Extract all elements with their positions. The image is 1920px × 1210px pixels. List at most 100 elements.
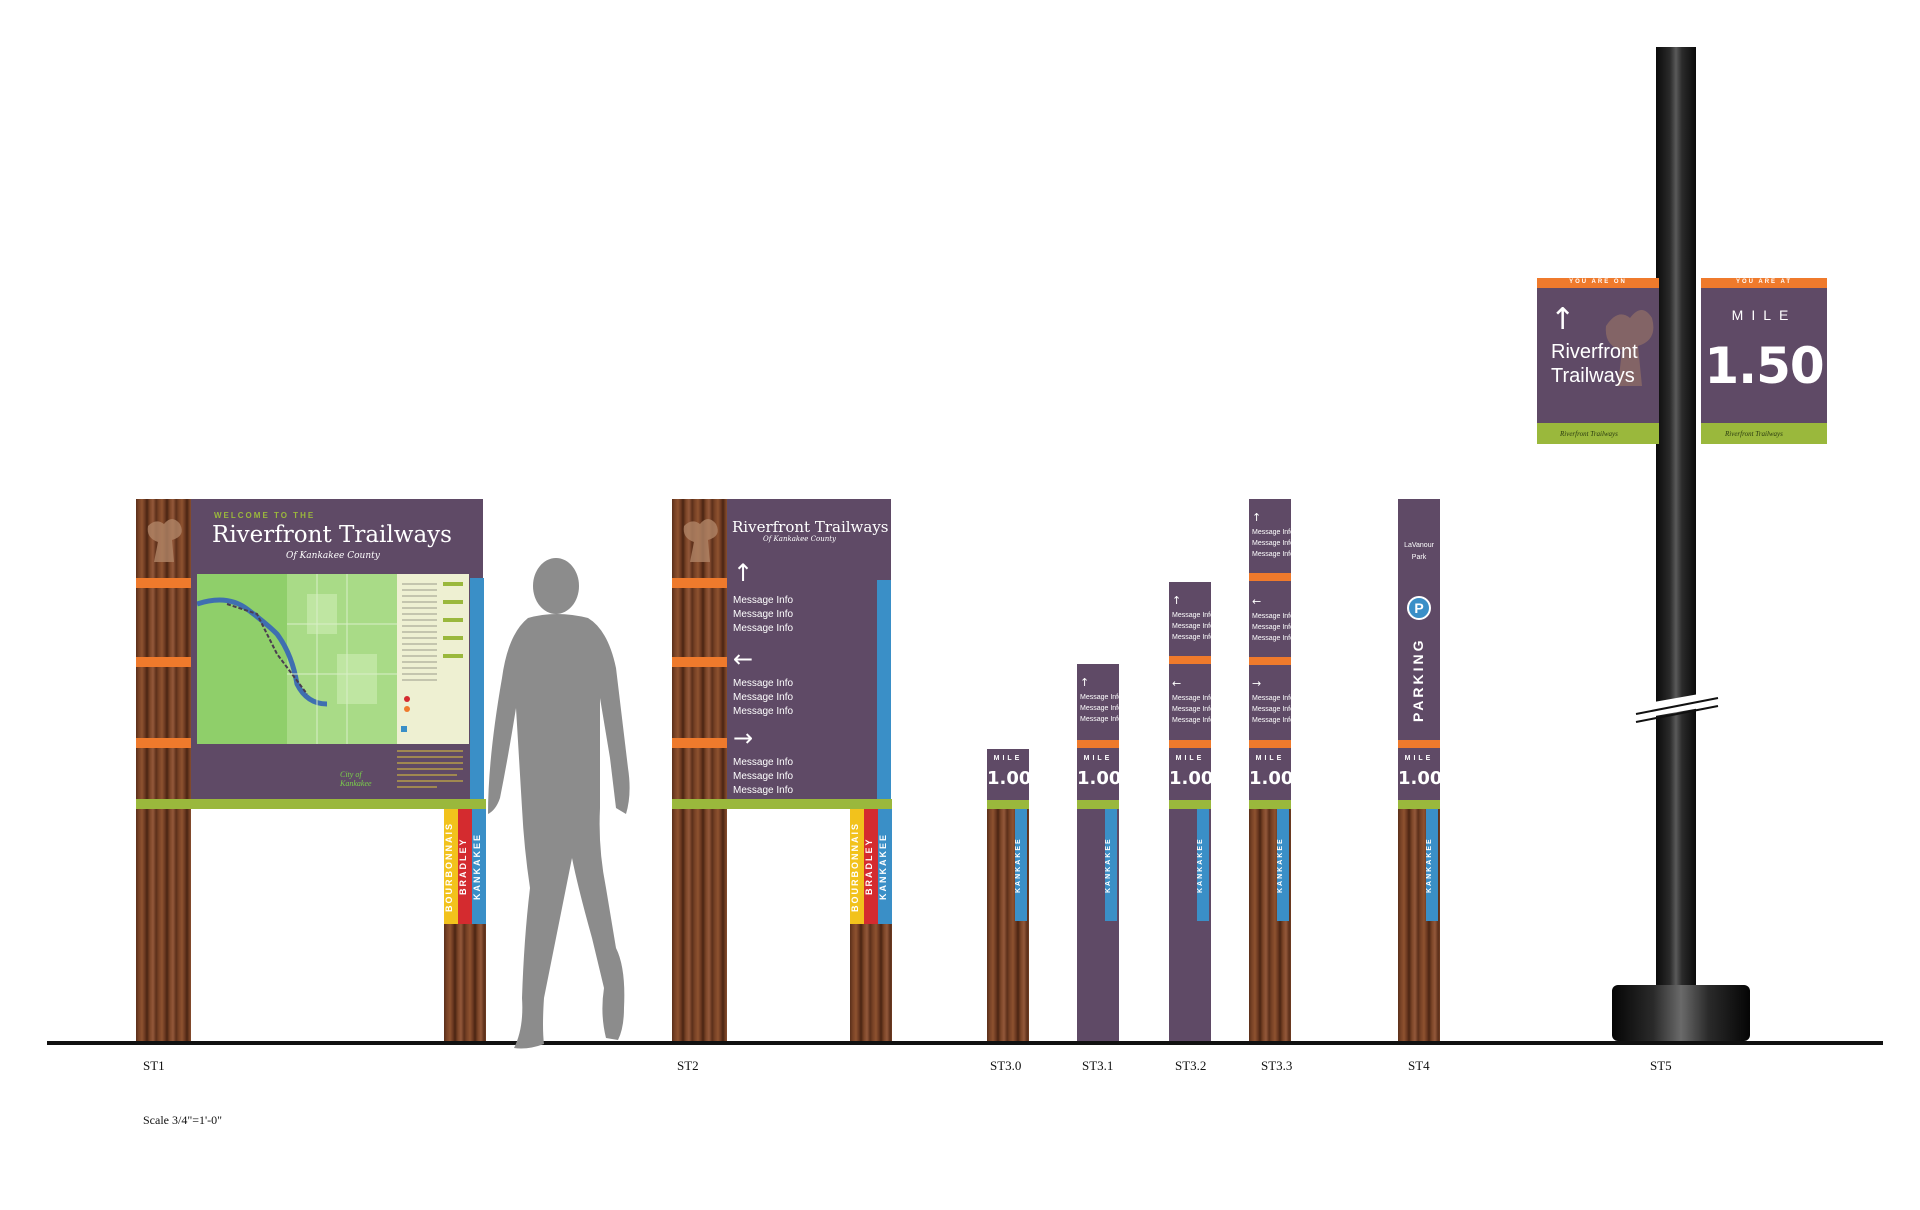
st5-left-banner: [1537, 278, 1659, 444]
st31-band-label: KANKAKEE: [1105, 837, 1112, 893]
arrow-left-icon: ←: [1172, 677, 1182, 690]
st33-msg-4: Message Info: [1252, 613, 1295, 620]
st33-msg-2: Message Info: [1252, 540, 1295, 547]
arrow-up-icon: ↑: [1172, 594, 1182, 607]
st2-msg-3b: Message Info: [733, 771, 794, 782]
st32-msg-6: Message Info: [1172, 717, 1215, 724]
ground-line: [47, 1041, 1883, 1045]
st32-mile-word: MILE: [1175, 755, 1205, 762]
label-st1: ST1: [143, 1058, 165, 1073]
arrow-up-icon: ↑: [1252, 511, 1262, 524]
st1-body-text-block: [397, 747, 467, 791]
st4-place-line1: LaVanour: [1404, 542, 1434, 549]
st2-panel-side-strip: [877, 580, 891, 799]
arrow-up-icon: ↑: [1550, 302, 1576, 337]
st32-mile-value: 1.00: [1169, 768, 1214, 789]
st2-msg-1c: Message Info: [733, 623, 794, 634]
parking-symbol: P: [1414, 600, 1424, 616]
st5-left-header-text: YOU ARE ON: [1569, 279, 1627, 285]
arrow-right-icon: →: [733, 724, 754, 752]
st4-parking-word: PARKING: [1410, 637, 1426, 723]
st2-footer-logo: [852, 800, 882, 808]
st5-right-header-text: YOU ARE AT: [1735, 279, 1793, 285]
arrow-left-icon: ←: [733, 645, 754, 673]
st2-panel: [727, 499, 891, 799]
st4-green-band: [1398, 800, 1440, 809]
st30-band-kankakee: KANKAKEE: [1015, 809, 1027, 921]
st4-place-line2: Park: [1411, 554, 1427, 561]
st4-band-label: KANKAKEE: [1426, 837, 1433, 893]
st5-left-footer-logo: Riverfront Trailways: [1560, 430, 1618, 438]
st32-msg-2: Message Info: [1172, 623, 1215, 630]
st5-left-title-line2: Trailways: [1551, 365, 1635, 387]
st30-band-label: KANKAKEE: [1015, 837, 1022, 893]
st31-band-kankakee: KANKAKEE: [1105, 809, 1117, 921]
st2-band-label-kankakee: KANKAKEE: [878, 833, 888, 901]
st1-left-post: [136, 499, 191, 1041]
st4-band-kankakee: KANKAKEE: [1426, 809, 1438, 921]
st31-msg-1: Message Info: [1080, 694, 1123, 701]
st30-mile-value: 1.00: [987, 768, 1032, 789]
st32-orange-band-1: [1169, 656, 1211, 664]
arrow-up-icon: ↑: [1080, 676, 1090, 689]
st2-msg-1a: Message Info: [733, 595, 794, 606]
st2-bottom-band: [672, 799, 892, 809]
st4-mile-word: MILE: [1404, 755, 1434, 762]
st1-band-label-bourbonnais: BOURBONNAIS: [444, 821, 454, 912]
label-st5: ST5: [1650, 1058, 1672, 1073]
st2-band-kankakee: KANKAKEE: [878, 809, 892, 924]
st2-band-2: [672, 657, 728, 667]
st33-msg-1: Message Info: [1252, 529, 1295, 536]
st2-msg-2a: Message Info: [733, 678, 794, 689]
st5-left-banner-header: [1537, 278, 1659, 288]
parking-icon: P: [1407, 596, 1431, 620]
st32-msg-5: Message Info: [1172, 706, 1215, 713]
st5-right-banner-header: [1701, 278, 1827, 288]
st2-msg-1b: Message Info: [733, 609, 794, 620]
st33-mile-word: MILE: [1255, 755, 1285, 762]
st1-trail-map: [196, 574, 397, 744]
st5-right-footer-logo: Riverfront Trailways: [1725, 430, 1783, 438]
st2-subtitle: Of Kankakee County: [763, 535, 836, 543]
st32-msg-1: Message Info: [1172, 612, 1215, 619]
st32-msg-4: Message Info: [1172, 695, 1215, 702]
arrow-up-icon: ↑: [733, 559, 754, 587]
arrow-left-icon: ←: [1252, 595, 1262, 608]
st1-band-label-kankakee: KANKAKEE: [472, 833, 482, 901]
st2-msg-3c: Message Info: [733, 785, 794, 796]
st30-green-band: [987, 800, 1029, 809]
st1-subtitle: Of Kankakee County: [286, 551, 380, 561]
arrow-right-icon: →: [1252, 677, 1262, 690]
st5-left-banner-footer: [1537, 423, 1659, 444]
st2-band-3: [672, 738, 728, 748]
st33-orange-band-2: [1249, 657, 1291, 665]
st2-band-1: [672, 578, 728, 588]
st4-panel: [1398, 499, 1440, 800]
st1-title: Riverfront Trailways: [212, 522, 452, 548]
st31-orange-band: [1077, 740, 1119, 748]
river-map-icon: [196, 574, 397, 744]
label-st32: ST3.2: [1175, 1058, 1207, 1073]
st1-band-2: [136, 657, 192, 667]
st1-band-1: [136, 578, 192, 588]
st2-band-label-bourbonnais: BOURBONNAIS: [850, 821, 860, 912]
st4-orange-band: [1398, 740, 1440, 748]
label-st33: ST3.3: [1261, 1058, 1293, 1073]
st2-band-label-bradley: BRADLEY: [864, 837, 874, 896]
st31-green-band: [1077, 800, 1119, 809]
st4-mile-value: 1.00: [1398, 768, 1443, 789]
tree-logo-icon: [683, 519, 718, 562]
st32-msg-3: Message Info: [1172, 634, 1215, 641]
label-st30: ST3.0: [990, 1058, 1022, 1073]
st1-bottom-band: [136, 799, 486, 809]
label-st31: ST3.1: [1082, 1058, 1114, 1073]
st5-left-title-line1: Riverfront: [1551, 341, 1638, 363]
st2-band-bourbonnais: BOURBONNAIS: [850, 809, 864, 924]
pole-break-mark: [1634, 690, 1720, 723]
st33-panel: [1249, 499, 1291, 800]
st33-msg-3: Message Info: [1252, 551, 1295, 558]
st2-band-bradley: BRADLEY: [864, 809, 878, 924]
st32-green-band: [1169, 800, 1211, 809]
st2-msg-2b: Message Info: [733, 692, 794, 703]
st33-green-band: [1249, 800, 1291, 809]
